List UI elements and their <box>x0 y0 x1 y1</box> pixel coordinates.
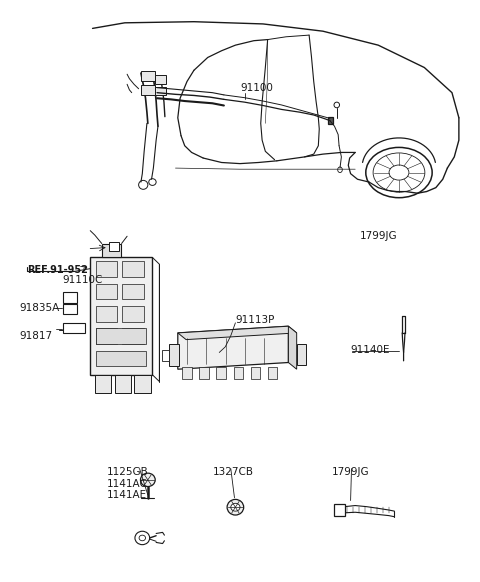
Text: 91110C: 91110C <box>62 275 103 285</box>
Text: 1799JG: 1799JG <box>332 467 370 477</box>
Bar <box>234 367 243 379</box>
Ellipse shape <box>231 503 240 511</box>
Bar <box>268 367 277 379</box>
Ellipse shape <box>227 499 244 515</box>
Bar <box>297 343 306 365</box>
Bar <box>134 375 151 393</box>
Text: 91140E: 91140E <box>350 345 390 354</box>
Text: 91100: 91100 <box>240 83 273 93</box>
Text: 1327CB: 1327CB <box>212 467 253 477</box>
Bar <box>96 261 117 277</box>
Text: 91817: 91817 <box>20 331 53 340</box>
Bar <box>96 284 117 299</box>
Bar <box>335 505 345 516</box>
Bar <box>251 367 260 379</box>
Bar <box>108 242 119 251</box>
Bar <box>327 117 333 124</box>
Bar <box>90 257 153 375</box>
Text: 1125GB
1141AC
1141AE: 1125GB 1141AC 1141AE <box>107 467 148 500</box>
Text: REF.91-952: REF.91-952 <box>27 265 88 275</box>
Bar <box>141 72 155 81</box>
Bar <box>155 75 166 84</box>
Bar <box>95 375 111 393</box>
Bar <box>182 367 192 379</box>
Bar <box>96 351 146 367</box>
Bar <box>122 306 144 322</box>
Bar <box>122 261 144 277</box>
Bar <box>200 367 209 379</box>
Bar <box>155 87 166 95</box>
Bar <box>216 367 226 379</box>
Text: 91835A: 91835A <box>20 303 60 313</box>
Bar <box>168 344 179 367</box>
Text: 1799JG: 1799JG <box>360 231 397 242</box>
Polygon shape <box>178 326 288 369</box>
Ellipse shape <box>141 473 155 487</box>
Polygon shape <box>288 326 297 369</box>
Bar <box>102 243 121 257</box>
Bar <box>122 328 144 344</box>
Bar <box>122 284 144 299</box>
Bar <box>96 306 117 322</box>
Bar <box>62 304 77 314</box>
Ellipse shape <box>139 535 145 541</box>
Bar <box>141 86 155 95</box>
Polygon shape <box>178 326 297 340</box>
Bar <box>96 328 146 344</box>
Text: 91113P: 91113P <box>235 314 275 325</box>
Bar <box>62 323 84 333</box>
Bar <box>96 328 117 344</box>
Bar <box>115 375 131 393</box>
Bar <box>162 350 168 361</box>
Ellipse shape <box>135 531 150 545</box>
Bar <box>62 292 77 303</box>
